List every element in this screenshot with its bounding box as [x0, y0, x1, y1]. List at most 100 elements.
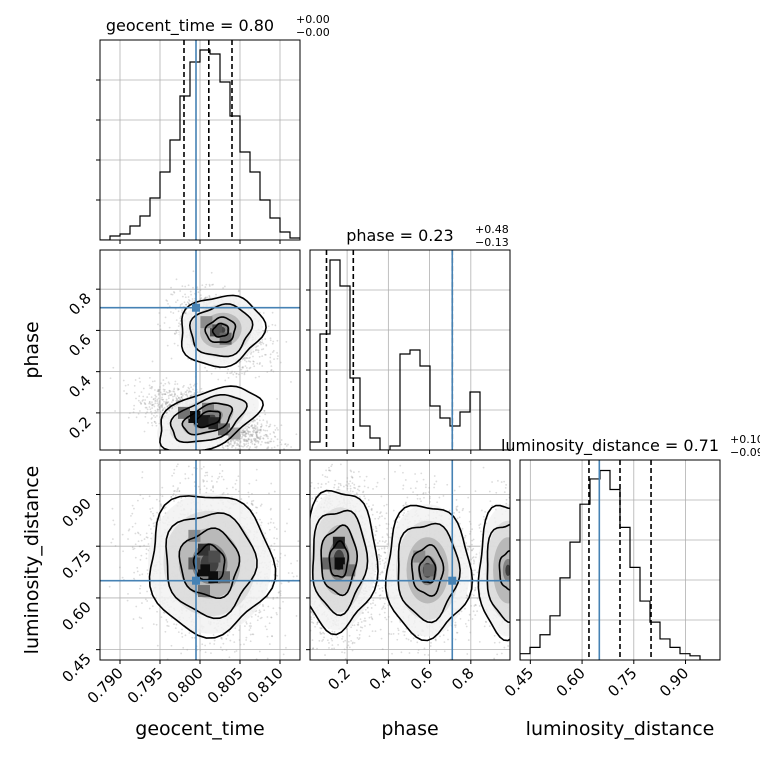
sample-point: [127, 538, 129, 540]
sample-point: [276, 339, 279, 342]
sample-point: [144, 415, 147, 418]
sample-point: [252, 429, 255, 431]
sample-point: [168, 326, 171, 329]
sample-point: [165, 403, 167, 406]
sample-point: [165, 412, 168, 414]
sample-point: [181, 393, 184, 396]
sample-point: [203, 485, 206, 488]
sample-point: [152, 403, 155, 406]
sample-point: [245, 357, 248, 360]
sample-point: [173, 455, 175, 457]
sample-point: [245, 360, 248, 363]
sample-point: [260, 343, 262, 346]
sample-point: [244, 625, 246, 628]
sample-point: [219, 464, 222, 466]
sample-point: [296, 575, 298, 578]
sample-point: [221, 446, 224, 449]
sample-point: [258, 429, 261, 432]
sample-point: [259, 429, 262, 431]
sample-point: [170, 293, 173, 296]
sample-point: [176, 488, 179, 491]
sample-point: [151, 380, 154, 383]
sample-point: [243, 439, 245, 442]
sample-point: [260, 425, 262, 428]
sample-point: [261, 603, 264, 606]
sample-point: [158, 312, 161, 314]
sample-point: [143, 401, 146, 404]
sample-point: [243, 442, 245, 445]
sample-point: [259, 429, 262, 432]
sample-point: [246, 357, 249, 359]
sample-point: [166, 391, 169, 394]
sample-point: [193, 299, 196, 302]
sample-point: [290, 446, 292, 448]
sample-point: [154, 416, 157, 419]
sample-point: [243, 429, 246, 432]
sample-point: [238, 361, 241, 364]
sample-point: [145, 536, 148, 539]
sample-point: [159, 493, 162, 496]
sample-point: [184, 296, 187, 299]
sample-point: [157, 390, 160, 393]
sample-point: [235, 372, 238, 375]
sample-point: [266, 434, 268, 437]
sample-point: [258, 436, 261, 439]
sample-point: [142, 399, 145, 401]
sample-point: [249, 360, 252, 363]
sample-point: [169, 390, 172, 393]
sample-point: [233, 441, 236, 444]
sample-point: [184, 293, 186, 296]
sample-point: [210, 455, 212, 457]
sample-point: [248, 447, 251, 450]
sample-point: [132, 548, 135, 551]
sample-point: [259, 504, 262, 507]
sample-point: [165, 299, 168, 302]
sample-point: [250, 433, 253, 436]
sample-point: [189, 395, 192, 398]
sample-point: [250, 440, 253, 442]
sample-point: [248, 625, 251, 627]
sample-point: [184, 634, 187, 637]
sample-point: [162, 407, 165, 410]
sample-point: [177, 310, 180, 313]
sample-point: [157, 403, 160, 406]
sample-point: [159, 410, 162, 413]
sample-point: [147, 421, 149, 424]
sample-point: [266, 429, 269, 432]
sample-point: [233, 371, 236, 373]
sample-point: [183, 301, 186, 304]
sample-point: [148, 402, 151, 405]
panel-border: [519, 459, 721, 661]
sample-point: [179, 320, 182, 323]
sample-point: [283, 447, 285, 450]
sample-point: [251, 435, 254, 438]
sample-point: [252, 438, 255, 441]
sample-point: [279, 556, 282, 559]
sample-point: [148, 406, 151, 408]
sample-point: [253, 443, 256, 446]
sample-point: [295, 433, 298, 436]
truth-marker: [192, 303, 200, 312]
sample-point: [273, 424, 276, 427]
sample-point: [168, 389, 171, 392]
sample-point: [261, 341, 264, 344]
sample-point: [156, 408, 159, 411]
sample-point: [155, 424, 158, 427]
sample-point: [241, 366, 244, 369]
sample-point: [288, 508, 290, 511]
sample-point: [253, 365, 256, 368]
sample-point: [282, 600, 284, 603]
sample-point: [158, 408, 161, 411]
sample-point: [192, 270, 195, 273]
sample-point: [162, 409, 164, 412]
sample-point: [253, 437, 256, 440]
sample-point: [218, 472, 221, 475]
sample-point: [252, 363, 255, 365]
sample-point: [161, 399, 164, 401]
sample-point: [220, 637, 222, 639]
sample-point: [248, 438, 251, 441]
sample-point: [263, 409, 266, 412]
sample-point: [244, 431, 247, 434]
sample-point: [265, 343, 268, 346]
sample-point: [254, 439, 257, 442]
